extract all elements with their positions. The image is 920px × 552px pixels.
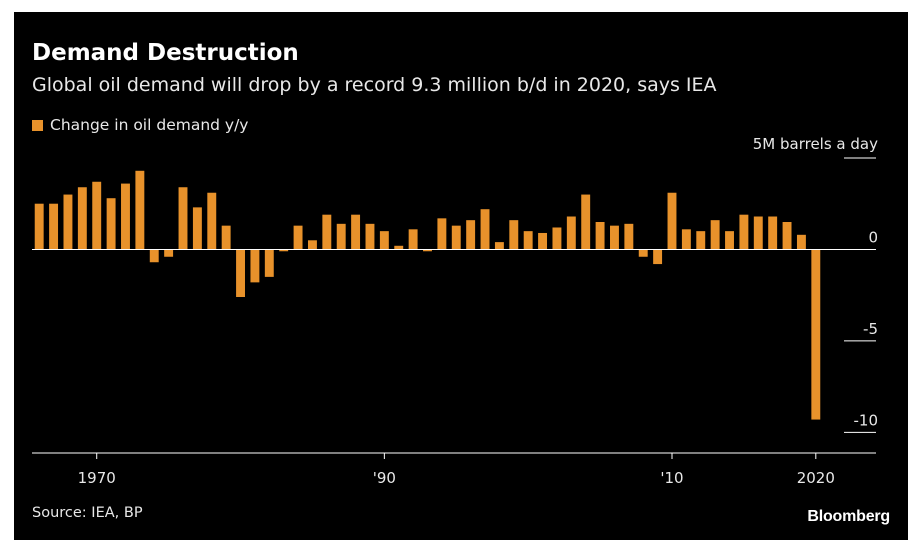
bar-1972	[121, 183, 130, 250]
bar-2000	[523, 231, 533, 250]
bar-1995	[451, 225, 461, 250]
bar-1987	[336, 223, 346, 250]
bar-2009	[653, 249, 663, 265]
legend-label: Change in oil demand y/y	[50, 116, 249, 134]
bar-1982	[264, 249, 274, 277]
bar-1974	[149, 249, 159, 263]
bar-1999	[509, 220, 519, 250]
bar-1986	[322, 214, 332, 250]
bar-1969	[77, 187, 87, 250]
bar-2015	[739, 214, 749, 250]
bar-2016	[753, 216, 763, 250]
bar-2004	[581, 194, 591, 250]
bar-2001	[538, 232, 548, 250]
source-note: Source: IEA, BP	[32, 505, 143, 521]
bar-1976	[178, 187, 188, 250]
bar-1975	[164, 249, 174, 257]
bar-1991	[394, 245, 404, 250]
chart-title: Demand Destruction	[32, 40, 299, 66]
bar-1971	[106, 198, 116, 250]
bar-1992	[408, 229, 418, 250]
y-tick-label-0: 0	[868, 228, 878, 246]
bar-2007	[624, 223, 634, 250]
bar-1967	[49, 203, 59, 250]
x-tick-label-1970: 1970	[78, 469, 116, 487]
bar-2012	[696, 231, 706, 250]
bar-1988	[351, 214, 361, 250]
bar-2010	[667, 192, 677, 250]
y-unit-label: 5M barrels a day	[753, 135, 878, 153]
bar-2011	[681, 229, 691, 250]
bar-2020	[811, 249, 821, 420]
bar-2005	[595, 222, 605, 250]
bar-2018	[782, 222, 792, 250]
bloomberg-logo: Bloomberg	[807, 508, 890, 525]
bar-2002	[552, 227, 562, 250]
x-tick-label-2020: 2020	[797, 469, 835, 487]
bar-1968	[63, 194, 73, 250]
y-tick-label--5: -5	[863, 320, 878, 338]
legend-swatch	[32, 119, 43, 131]
bar-1984	[293, 225, 303, 250]
bar-1996	[466, 220, 476, 250]
bar-1993	[423, 249, 432, 252]
chart-subtitle: Global oil demand will drop by a record …	[32, 74, 717, 96]
bar-1970	[92, 181, 102, 250]
bar-2019	[796, 234, 806, 250]
x-tick-label-1990: '90	[373, 469, 396, 487]
legend: Change in oil demand y/y	[32, 116, 248, 134]
bar-1966	[34, 203, 44, 250]
bar-1973	[135, 170, 145, 250]
bar-2013	[710, 220, 720, 250]
bar-1980	[236, 249, 245, 297]
bar-2017	[768, 216, 778, 250]
bar-1977	[192, 207, 202, 250]
bar-2003	[566, 216, 576, 250]
bar-1998	[494, 242, 504, 250]
bar-2008	[638, 249, 648, 257]
bar-1994	[437, 218, 447, 250]
y-tick-label--10: -10	[854, 411, 879, 429]
bar-1985	[307, 240, 317, 250]
bar-2006	[610, 225, 619, 250]
bar-1989	[365, 223, 375, 250]
bar-1983	[279, 249, 289, 252]
bar-2014	[725, 231, 734, 250]
bar-1979	[221, 225, 231, 250]
bar-1997	[480, 209, 490, 250]
bar-1981	[250, 249, 260, 283]
bar-1990	[379, 231, 389, 250]
chart-card: Demand Destruction Global oil demand wil…	[14, 12, 908, 540]
x-tick-label-2010: '10	[660, 469, 683, 487]
bar-1978	[207, 192, 217, 250]
bar-chart: 0 -5 -10 5M barrels a day 1970 '90 '10 2020	[32, 135, 879, 487]
